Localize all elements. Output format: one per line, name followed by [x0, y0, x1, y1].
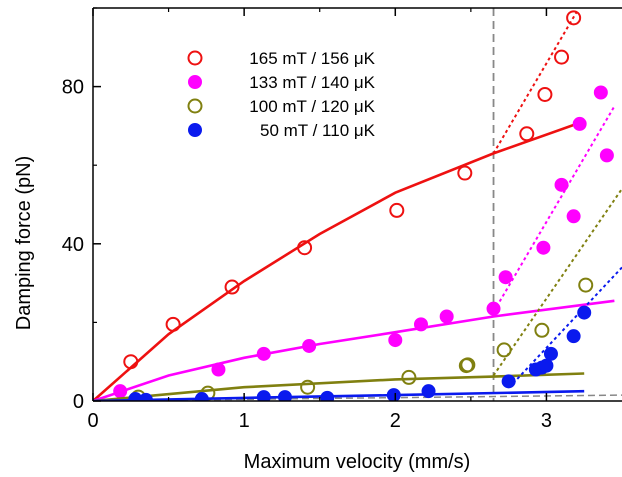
steep-fit-line [512, 266, 622, 384]
data-point [297, 240, 313, 256]
y-tick-label: 40 [62, 234, 84, 256]
data-point [302, 338, 317, 353]
legend-marker [188, 123, 202, 137]
legend-marker [187, 98, 203, 114]
steep-fit-line [492, 188, 622, 377]
series-0 [93, 10, 582, 401]
fit-line [93, 299, 615, 401]
data-point [460, 357, 476, 373]
data-point [566, 209, 581, 224]
data-point [320, 390, 335, 401]
data-point [211, 362, 226, 377]
legend-label: 100 mT / 120 μK [249, 97, 375, 116]
steep-fit-line [492, 11, 578, 154]
data-point [256, 346, 271, 361]
data-point [113, 384, 128, 399]
data-point [224, 279, 240, 295]
data-point [554, 177, 569, 192]
data-point [496, 342, 512, 358]
data-point [439, 309, 454, 324]
series-2 [93, 188, 622, 401]
x-axis-label: Maximum velocity (mm/s) [244, 451, 471, 473]
data-point [537, 86, 553, 102]
legend-marker [187, 50, 203, 66]
legend-marker [188, 75, 202, 89]
y-axis-label: Damping force (pN) [13, 156, 35, 331]
x-tick-label: 1 [239, 410, 250, 432]
x-tick-label: 3 [541, 410, 552, 432]
data-point [519, 126, 535, 142]
axes: 0 1 2 3 0 40 80 [62, 7, 622, 432]
data-point [388, 333, 403, 348]
legend-label: 165 mT / 156 μK [249, 49, 375, 68]
data-point [593, 85, 608, 100]
data-point [421, 384, 436, 399]
data-point [457, 165, 473, 181]
y-tick-label: 80 [62, 77, 84, 99]
data-point [577, 305, 592, 320]
data-point [536, 240, 551, 255]
x-tick-label: 2 [390, 410, 401, 432]
data-point [599, 148, 614, 163]
data-point [277, 390, 292, 401]
steep-fit-line [495, 105, 616, 308]
legend-label: 50 mT / 110 μK [260, 121, 376, 140]
data-point [486, 301, 501, 316]
data-point [554, 49, 570, 65]
data-point [165, 316, 181, 332]
data-point [534, 322, 550, 338]
x-tick-label: 0 [87, 410, 98, 432]
legend-label: 133 mT / 140 μK [249, 73, 375, 92]
legend: 165 mT / 156 μK 133 mT / 140 μK 100 mT / 1… [187, 49, 376, 140]
data-point [572, 116, 587, 131]
data-point [413, 317, 428, 332]
data-point [389, 202, 405, 218]
y-tick-label: 0 [73, 391, 84, 413]
data-point [566, 10, 582, 26]
fit-line [93, 372, 585, 401]
data-point [386, 388, 401, 401]
data-point [578, 277, 594, 293]
series-1 [93, 85, 616, 401]
data-point [300, 379, 316, 395]
data-point [138, 392, 153, 401]
data-point [123, 354, 139, 370]
data-point [543, 346, 558, 361]
data-point [539, 358, 554, 373]
data-point [194, 392, 209, 401]
data-point [501, 374, 516, 389]
data-point [566, 329, 581, 344]
data-point [401, 369, 417, 385]
fit-line [93, 389, 585, 401]
data-point [498, 270, 513, 285]
data-point [256, 390, 271, 401]
